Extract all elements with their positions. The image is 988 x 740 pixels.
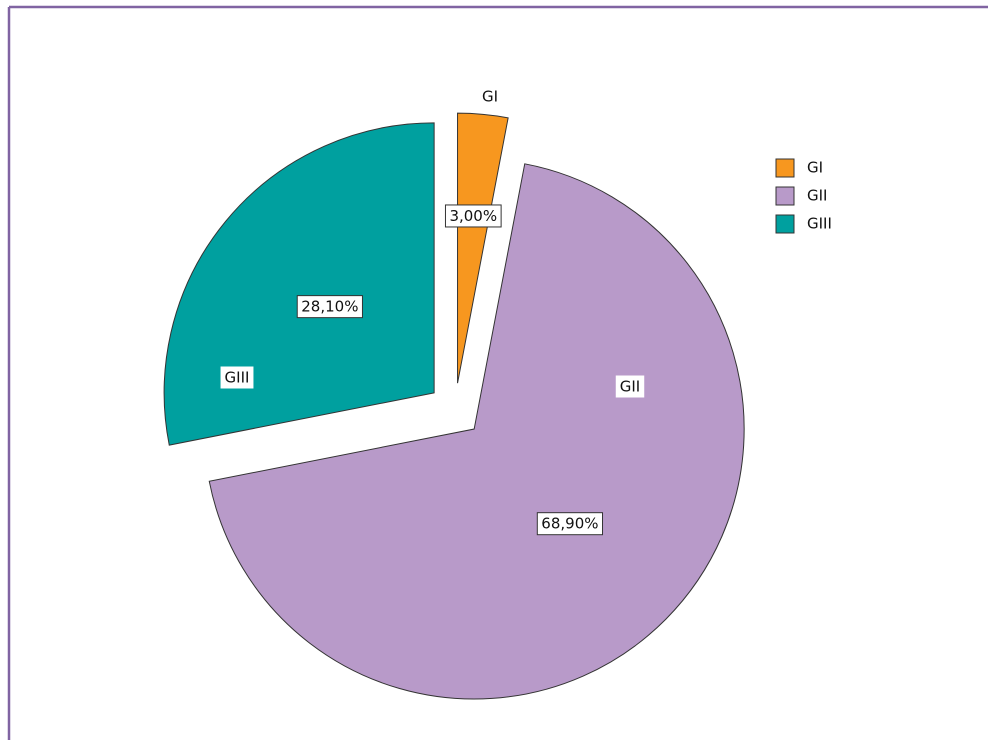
slice-label-box: [615, 375, 645, 398]
value-label-group: 3,00%: [444, 204, 502, 228]
pie-slice: [208, 163, 745, 700]
legend: GI GII GIII: [775, 158, 832, 234]
value-label-group: 68,90%: [536, 512, 604, 536]
slice-label-group: GII: [615, 375, 645, 398]
value-label-box: [444, 204, 502, 228]
slice-label-group: GIII: [220, 366, 254, 389]
legend-label: GII: [807, 187, 827, 205]
slice-label: GI: [482, 88, 498, 106]
slice-label-box: [220, 366, 254, 389]
slice-label: GII: [620, 378, 640, 396]
legend-swatch: [775, 214, 795, 234]
value-label: 68,90%: [541, 515, 598, 533]
value-label: 3,00%: [449, 207, 497, 225]
value-label: 28,10%: [301, 298, 358, 316]
pie-slice: [457, 112, 509, 384]
legend-label: GI: [807, 159, 823, 177]
legend-swatch: [775, 186, 795, 206]
slice-label: GIII: [225, 369, 250, 387]
value-label-box: [296, 295, 363, 319]
pie: [163, 112, 745, 700]
value-label-group: 28,10%: [296, 295, 363, 319]
labels: 3,00% GI 68,90% GII 28,10% GIII: [220, 88, 645, 536]
pie-slice: [163, 122, 435, 446]
legend-swatch: [775, 158, 795, 178]
value-label-box: [536, 512, 604, 536]
legend-label: GIII: [807, 215, 832, 233]
